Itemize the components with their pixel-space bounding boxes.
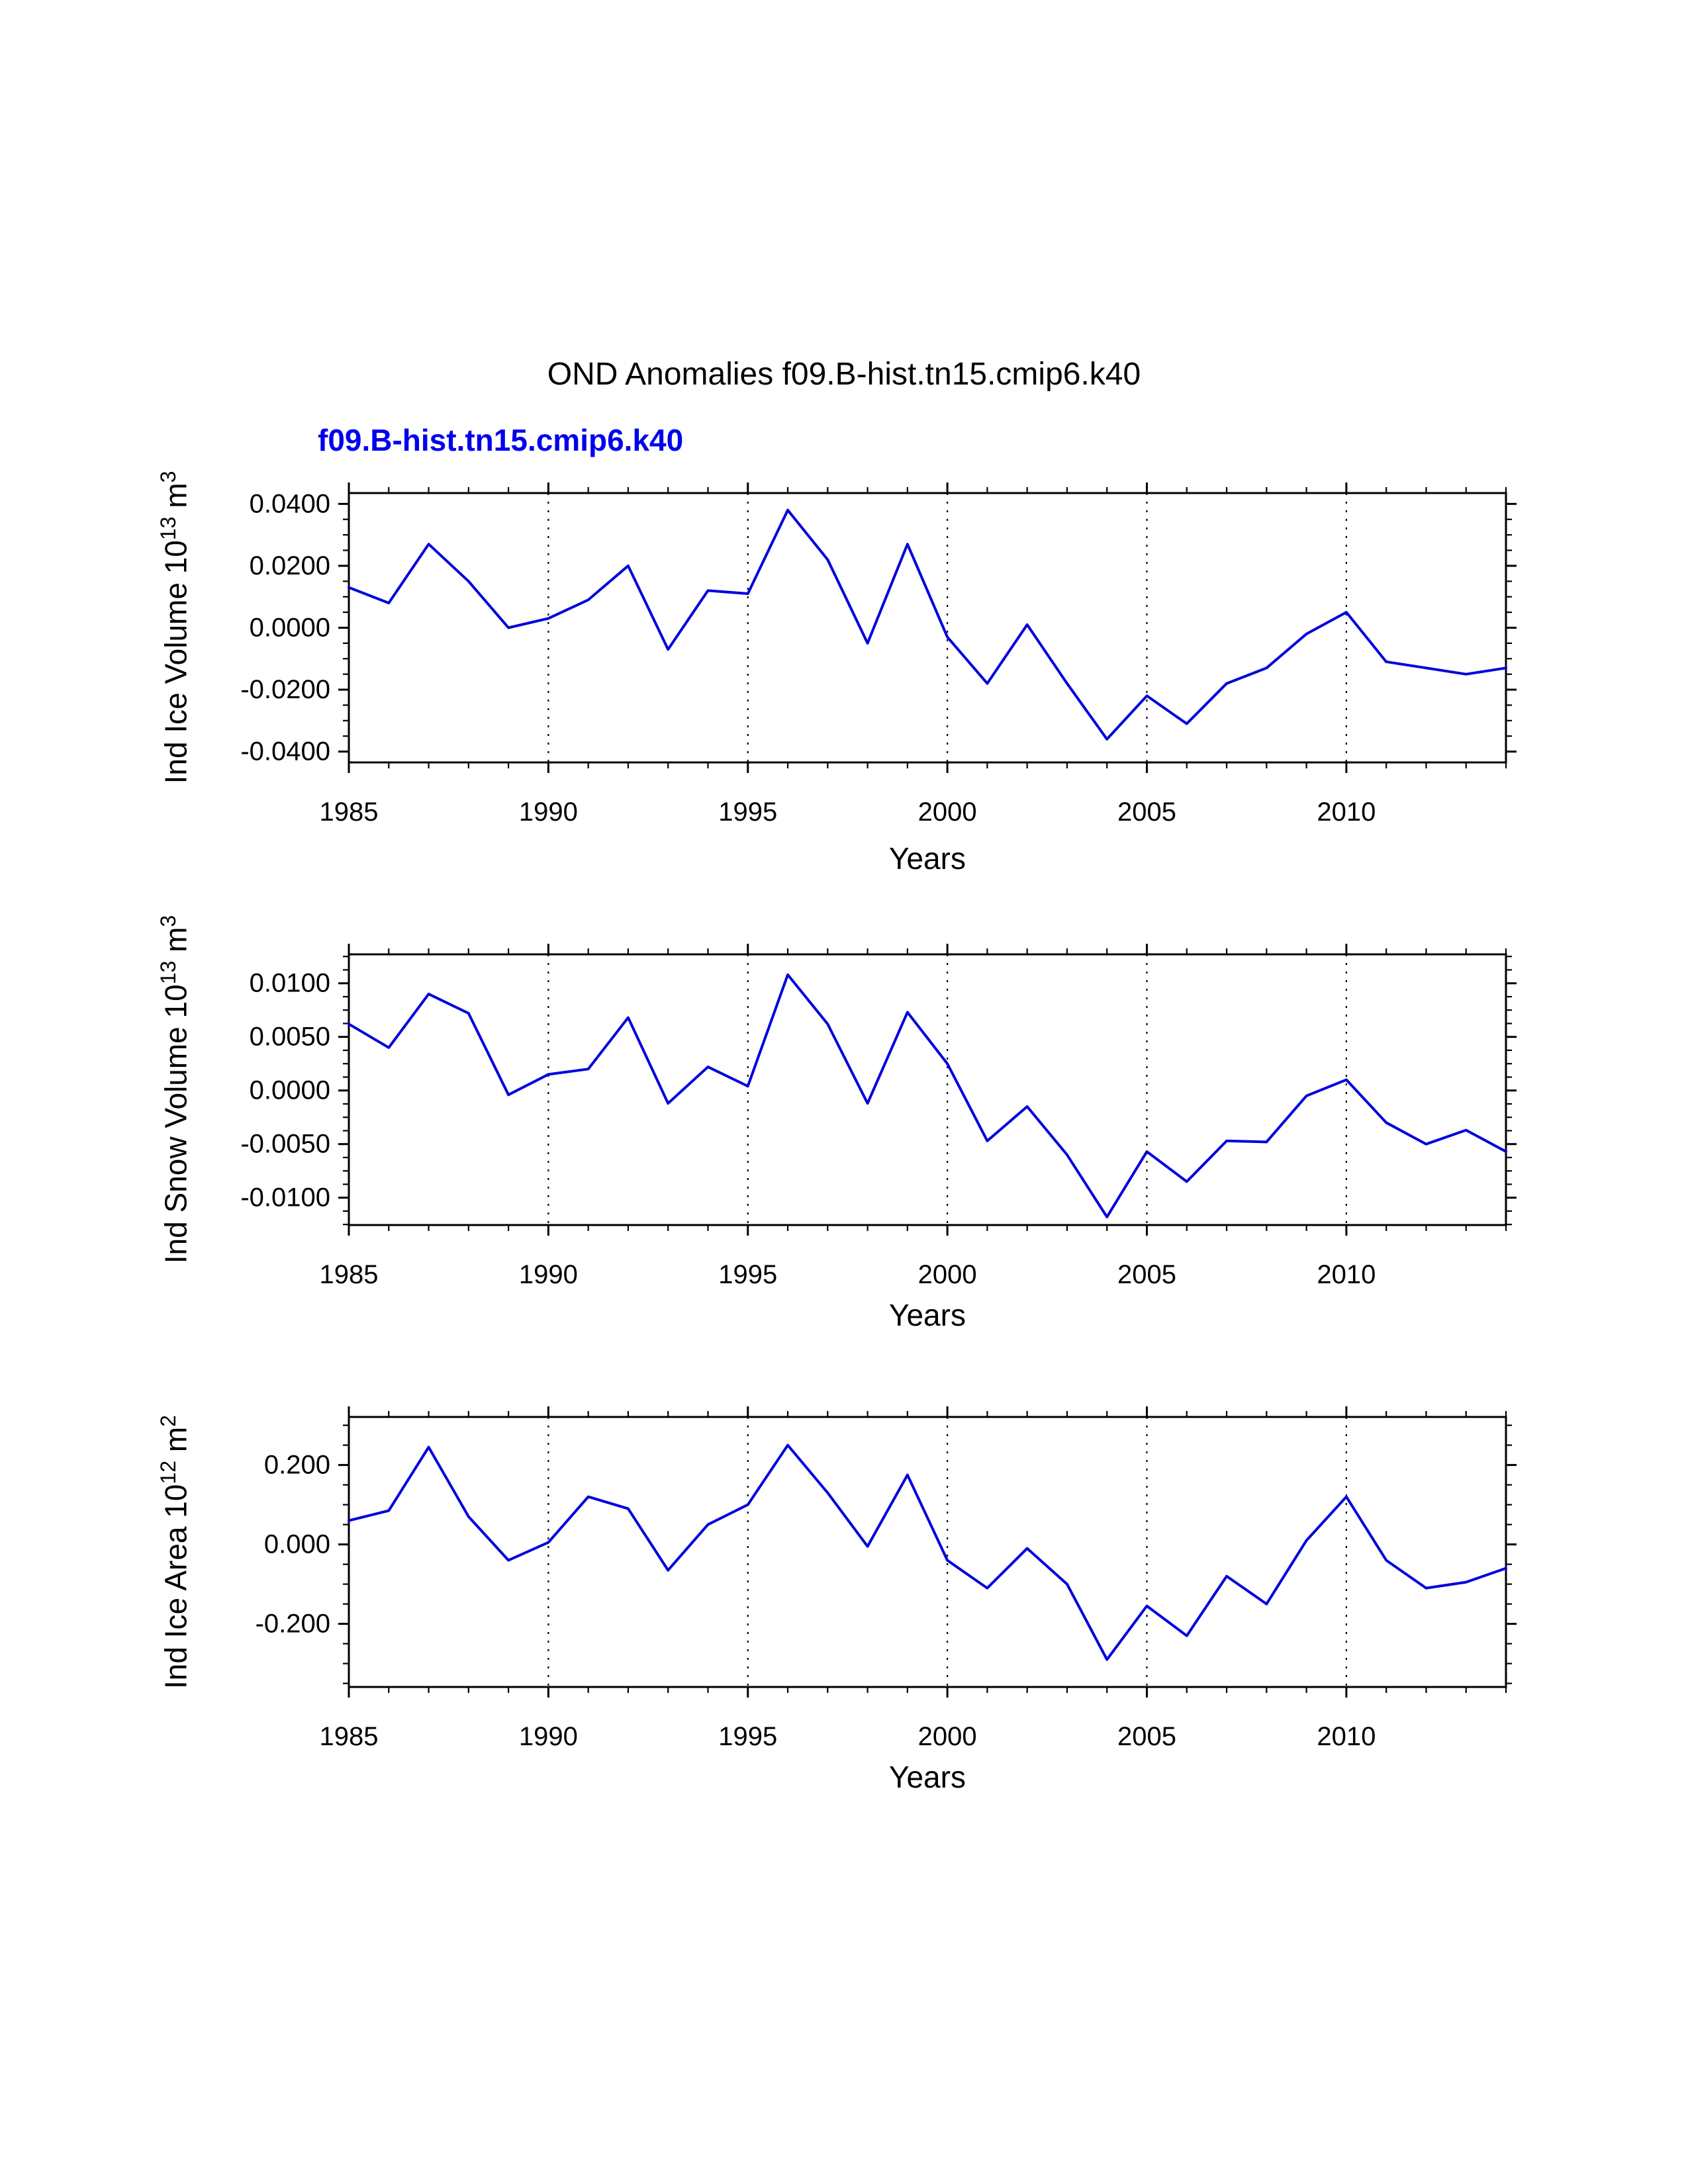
x-tick-label: 2000 [918, 1260, 977, 1289]
y-tick-label: 0.000 [264, 1530, 330, 1559]
x-axis-label-panel-3: Years [889, 1760, 966, 1794]
x-tick-label: 2010 [1317, 1722, 1376, 1751]
x-tick-label: 1990 [519, 1260, 578, 1289]
chart-title: OND Anomalies f09.B-hist.tn15.cmip6.k40 [547, 357, 1141, 392]
y-tick-label: -0.0400 [240, 737, 330, 766]
y-tick-label: 0.0000 [250, 614, 330, 643]
x-axis-label-panel-1: Years [889, 841, 966, 876]
y-tick-label: -0.0200 [240, 675, 330, 704]
y-axis-label-exponent: 13 [156, 960, 180, 985]
panel-ice-volume: 1985 1990 1995 2000 2005 2010 -0.0400 -0.0200 0.… [240, 482, 1517, 827]
x-tick-label: 1985 [320, 797, 379, 827]
y-tick-label: -0.0100 [240, 1183, 330, 1212]
x-tick-label: 2010 [1317, 797, 1376, 827]
x-axis-label-panel-2: Years [889, 1298, 966, 1332]
panel-ice-area: 1985 1990 1995 2000 2005 2010 -0.200 0.000 0.200 [256, 1406, 1517, 1751]
y-tick-label: 0.0000 [250, 1076, 330, 1105]
x-tick-label: 2010 [1317, 1260, 1376, 1289]
plot-box [348, 953, 1507, 1226]
x-tick-label: 2005 [1117, 1722, 1176, 1751]
chart-subtitle: f09.B-hist.tn15.cmip6.k40 [318, 423, 684, 457]
y-tick-label: -0.200 [256, 1610, 330, 1639]
y-tick-label: 0.0200 [250, 551, 330, 580]
y-axis-label-unit: m [158, 1426, 193, 1461]
x-tick-label: 1985 [320, 1260, 379, 1289]
y-axis-label-unit: m [158, 482, 193, 517]
data-line [348, 1443, 1507, 1661]
x-tick-label: 1995 [718, 1260, 777, 1289]
x-tick-label: 2000 [918, 1722, 977, 1751]
y-axis-label-exponent: 12 [156, 1460, 180, 1484]
y-axis-label-text: Ind Ice Volume 10 [158, 540, 193, 784]
x-tick-label: 1985 [320, 1722, 379, 1751]
x-tick-label: 2000 [918, 797, 977, 827]
panel-snow-volume: 1985 1990 1995 2000 2005 2010 -0.0100 -0.0050 0.… [240, 944, 1517, 1289]
y-axis-label-ice-volume: Ind Ice Volume 1013 m3 [156, 422, 199, 833]
x-tick-label: 2005 [1117, 797, 1176, 827]
y-axis-label-text: Ind Ice Area 10 [158, 1484, 193, 1689]
plot-box [348, 1416, 1507, 1688]
y-axis-label-unit: m [158, 927, 193, 961]
x-tick-label: 1990 [519, 1722, 578, 1751]
y-axis-label-exponent: 13 [156, 516, 180, 541]
y-axis-label-unit-exponent: 3 [156, 915, 180, 927]
x-tick-label: 2005 [1117, 1260, 1176, 1289]
y-tick-label: 0.0100 [250, 969, 330, 998]
y-tick-label: 0.200 [264, 1451, 330, 1480]
y-tick-label: 0.0050 [250, 1023, 330, 1052]
data-line [348, 973, 1507, 1218]
y-axis-label-snow-volume: Ind Snow Volume 1013 m3 [156, 884, 199, 1295]
data-line [348, 508, 1507, 741]
x-tick-label: 1995 [718, 797, 777, 827]
y-axis-label-text: Ind Snow Volume 10 [158, 984, 193, 1264]
x-tick-label: 1990 [519, 797, 578, 827]
y-axis-label-unit-exponent: 3 [156, 471, 180, 483]
plot-box [348, 492, 1507, 764]
y-tick-label: -0.0050 [240, 1130, 330, 1159]
y-tick-label: 0.0400 [250, 489, 330, 518]
y-axis-label-unit-exponent: 2 [156, 1415, 180, 1427]
y-axis-label-ice-area: Ind Ice Area 1012 m2 [156, 1347, 199, 1757]
x-tick-label: 1995 [718, 1722, 777, 1751]
